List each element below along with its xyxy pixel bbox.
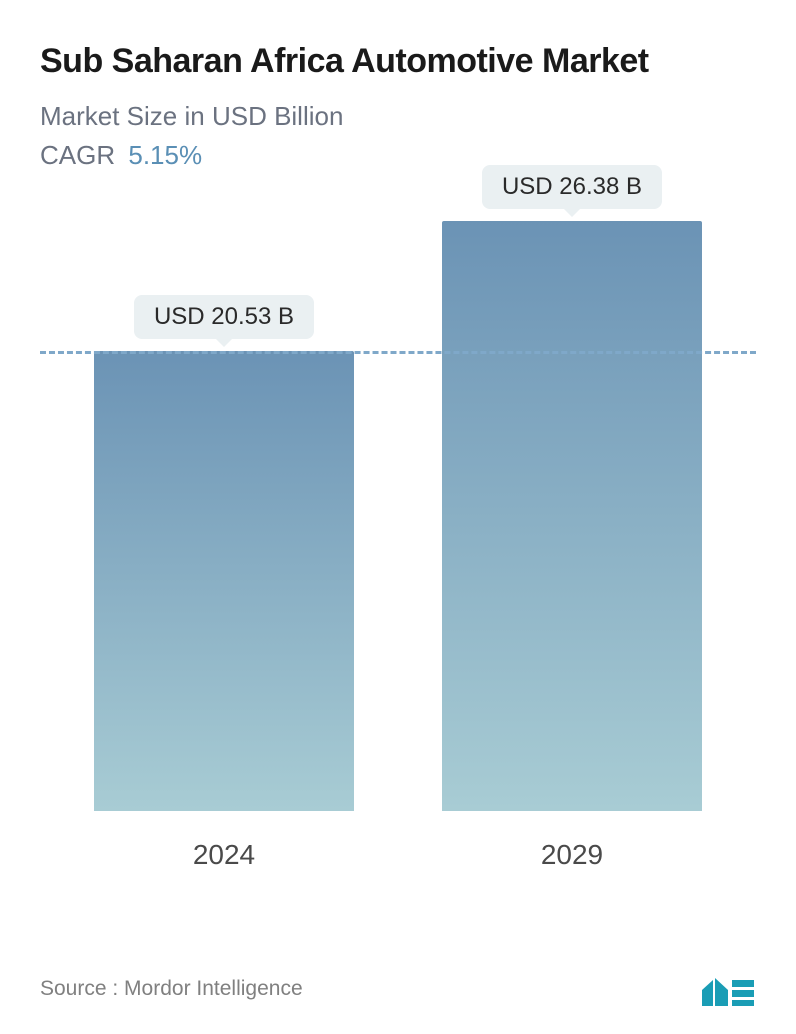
- chart-footer: Source : Mordor Intelligence: [40, 972, 756, 1006]
- reference-line: [40, 351, 756, 354]
- chart-title: Sub Saharan Africa Automotive Market: [40, 40, 756, 83]
- chart-area: USD 20.53 B USD 26.38 B 2024 2029: [40, 221, 756, 871]
- bar-2024: [94, 351, 354, 811]
- value-badge-2024: USD 20.53 B: [134, 295, 314, 339]
- x-axis-labels: 2024 2029: [40, 839, 756, 871]
- x-label-2029: 2029: [442, 839, 702, 871]
- cagr-value: 5.15%: [128, 140, 202, 170]
- chart-subtitle: Market Size in USD Billion: [40, 101, 756, 132]
- bar-wrapper-2029: USD 26.38 B: [442, 165, 702, 811]
- bar-2029: [442, 221, 702, 811]
- value-badge-2029: USD 26.38 B: [482, 165, 662, 209]
- bar-wrapper-2024: USD 20.53 B: [94, 295, 354, 811]
- source-text: Source : Mordor Intelligence: [40, 977, 303, 1001]
- bars-container: USD 20.53 B USD 26.38 B: [40, 221, 756, 811]
- x-label-2024: 2024: [94, 839, 354, 871]
- cagr-label: CAGR: [40, 140, 115, 170]
- mordor-logo: [700, 972, 756, 1006]
